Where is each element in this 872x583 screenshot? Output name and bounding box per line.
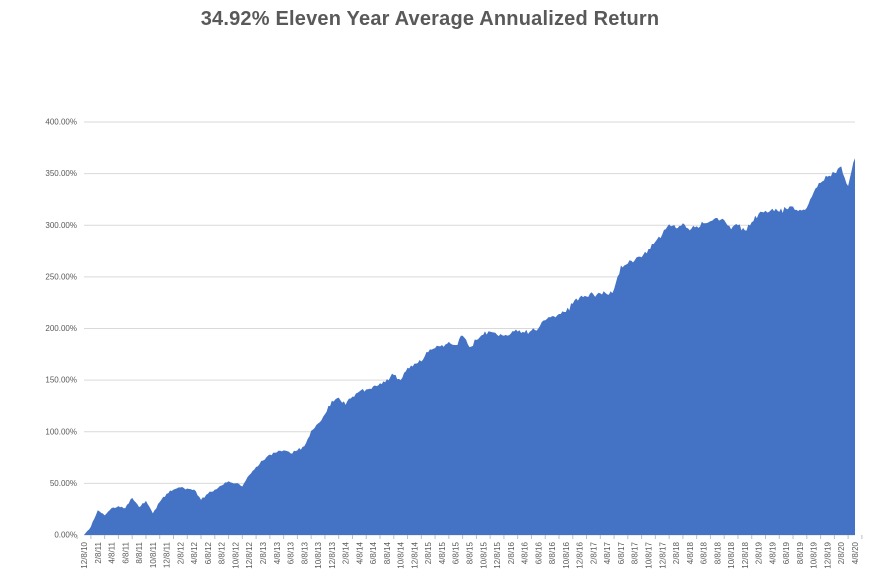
- x-axis-tick-label: 10/8/15: [479, 541, 488, 568]
- x-axis-tick-label: 12/8/10: [80, 541, 89, 568]
- x-axis-tick-label: 10/8/11: [149, 541, 158, 568]
- y-axis-tick-label: 350.00%: [45, 169, 77, 178]
- x-axis-tick-label: 10/8/19: [810, 541, 819, 568]
- x-axis-tick-label: 2/8/16: [507, 541, 516, 564]
- y-axis-tick-label: 300.00%: [45, 221, 77, 230]
- x-axis-tick-label: 12/8/14: [410, 541, 419, 568]
- x-axis-tick-label: 4/8/19: [768, 541, 777, 564]
- x-axis-tick-label: 12/8/16: [576, 541, 585, 568]
- x-axis-tick-label: 8/8/11: [135, 541, 144, 563]
- x-axis-tick-label: 8/8/16: [548, 541, 557, 564]
- x-axis-tick-label: 8/8/19: [796, 541, 805, 564]
- cumulative-return-area-series: [84, 158, 855, 535]
- x-axis-tick-label: 6/8/14: [369, 541, 378, 564]
- x-axis-tick-label: 4/8/12: [190, 541, 199, 564]
- y-axis-tick-label: 150.00%: [45, 376, 77, 385]
- y-axis-tick-label: 50.00%: [50, 479, 77, 488]
- x-axis-tick-label: 2/8/15: [424, 541, 433, 564]
- y-axis-tick-label: 400.00%: [45, 118, 77, 127]
- x-axis-tick-label: 2/8/19: [755, 541, 764, 564]
- x-axis-tick-label: 6/8/13: [287, 541, 296, 564]
- y-axis-tick-label: 250.00%: [45, 272, 77, 281]
- x-axis-tick-label: 2/8/17: [589, 541, 598, 564]
- x-axis-tick-label: 10/8/16: [562, 541, 571, 568]
- x-axis-tick-label: 12/8/19: [823, 541, 832, 568]
- x-axis-tick-label: 4/8/13: [273, 541, 282, 564]
- x-axis-tick-label: 6/8/17: [617, 541, 626, 564]
- x-axis-tick-label: 6/8/19: [782, 541, 791, 564]
- x-axis-tick-label: 12/8/13: [328, 541, 337, 568]
- x-axis-tick-label: 4/8/14: [355, 541, 364, 564]
- y-axis-tick-label: 100.00%: [45, 427, 77, 436]
- x-axis-tick-label: 10/8/18: [727, 541, 736, 568]
- x-axis-tick-label: 12/8/11: [163, 541, 172, 568]
- x-axis-tick-label: 2/8/11: [94, 541, 103, 563]
- x-axis-tick-label: 12/8/15: [493, 541, 502, 568]
- x-axis-tick-label: 2/8/13: [259, 541, 268, 564]
- chart-title: 34.92% Eleven Year Average Annualized Re…: [200, 8, 660, 30]
- x-axis-tick-label: 10/8/12: [231, 541, 240, 568]
- x-axis-tick-label: 10/8/17: [644, 541, 653, 568]
- x-axis-tick-label: 6/8/15: [452, 541, 461, 564]
- x-axis-tick-label: 2/8/20: [837, 541, 846, 564]
- x-axis-tick-label: 12/8/17: [658, 541, 667, 568]
- x-axis-tick-label: 4/8/20: [851, 541, 860, 564]
- x-axis-tick-label: 8/8/13: [300, 541, 309, 564]
- x-axis-tick-label: 10/8/13: [314, 541, 323, 568]
- x-axis-tick-label: 8/8/12: [218, 541, 227, 564]
- x-axis-tick-label: 6/8/16: [534, 541, 543, 564]
- x-axis-tick-label: 4/8/18: [686, 541, 695, 564]
- y-axis-tick-label: 0.00%: [54, 531, 77, 540]
- x-axis-tick-label: 2/8/14: [342, 541, 351, 564]
- x-axis-tick-label: 12/8/18: [741, 541, 750, 568]
- x-axis-tick-label: 6/8/18: [700, 541, 709, 564]
- x-axis-tick-label: 8/8/15: [466, 541, 475, 564]
- x-axis-tick-label: 4/8/17: [603, 541, 612, 564]
- x-axis-tick-label: 8/8/14: [383, 541, 392, 564]
- x-axis-tick-label: 6/8/11: [121, 541, 130, 563]
- x-axis-tick-label: 12/8/12: [245, 541, 254, 568]
- x-axis-tick-label: 8/8/17: [631, 541, 640, 564]
- x-axis-tick-label: 2/8/12: [176, 541, 185, 564]
- x-axis-tick-label: 4/8/11: [108, 541, 117, 563]
- x-axis-tick-label: 8/8/18: [713, 541, 722, 564]
- x-axis-tick-label: 2/8/18: [672, 541, 681, 564]
- x-axis-tick-label: 6/8/12: [204, 541, 213, 564]
- y-axis-tick-label: 200.00%: [45, 324, 77, 333]
- x-axis-tick-label: 10/8/14: [397, 541, 406, 568]
- x-axis-tick-label: 4/8/16: [521, 541, 530, 564]
- x-axis-tick-label: 4/8/15: [438, 541, 447, 564]
